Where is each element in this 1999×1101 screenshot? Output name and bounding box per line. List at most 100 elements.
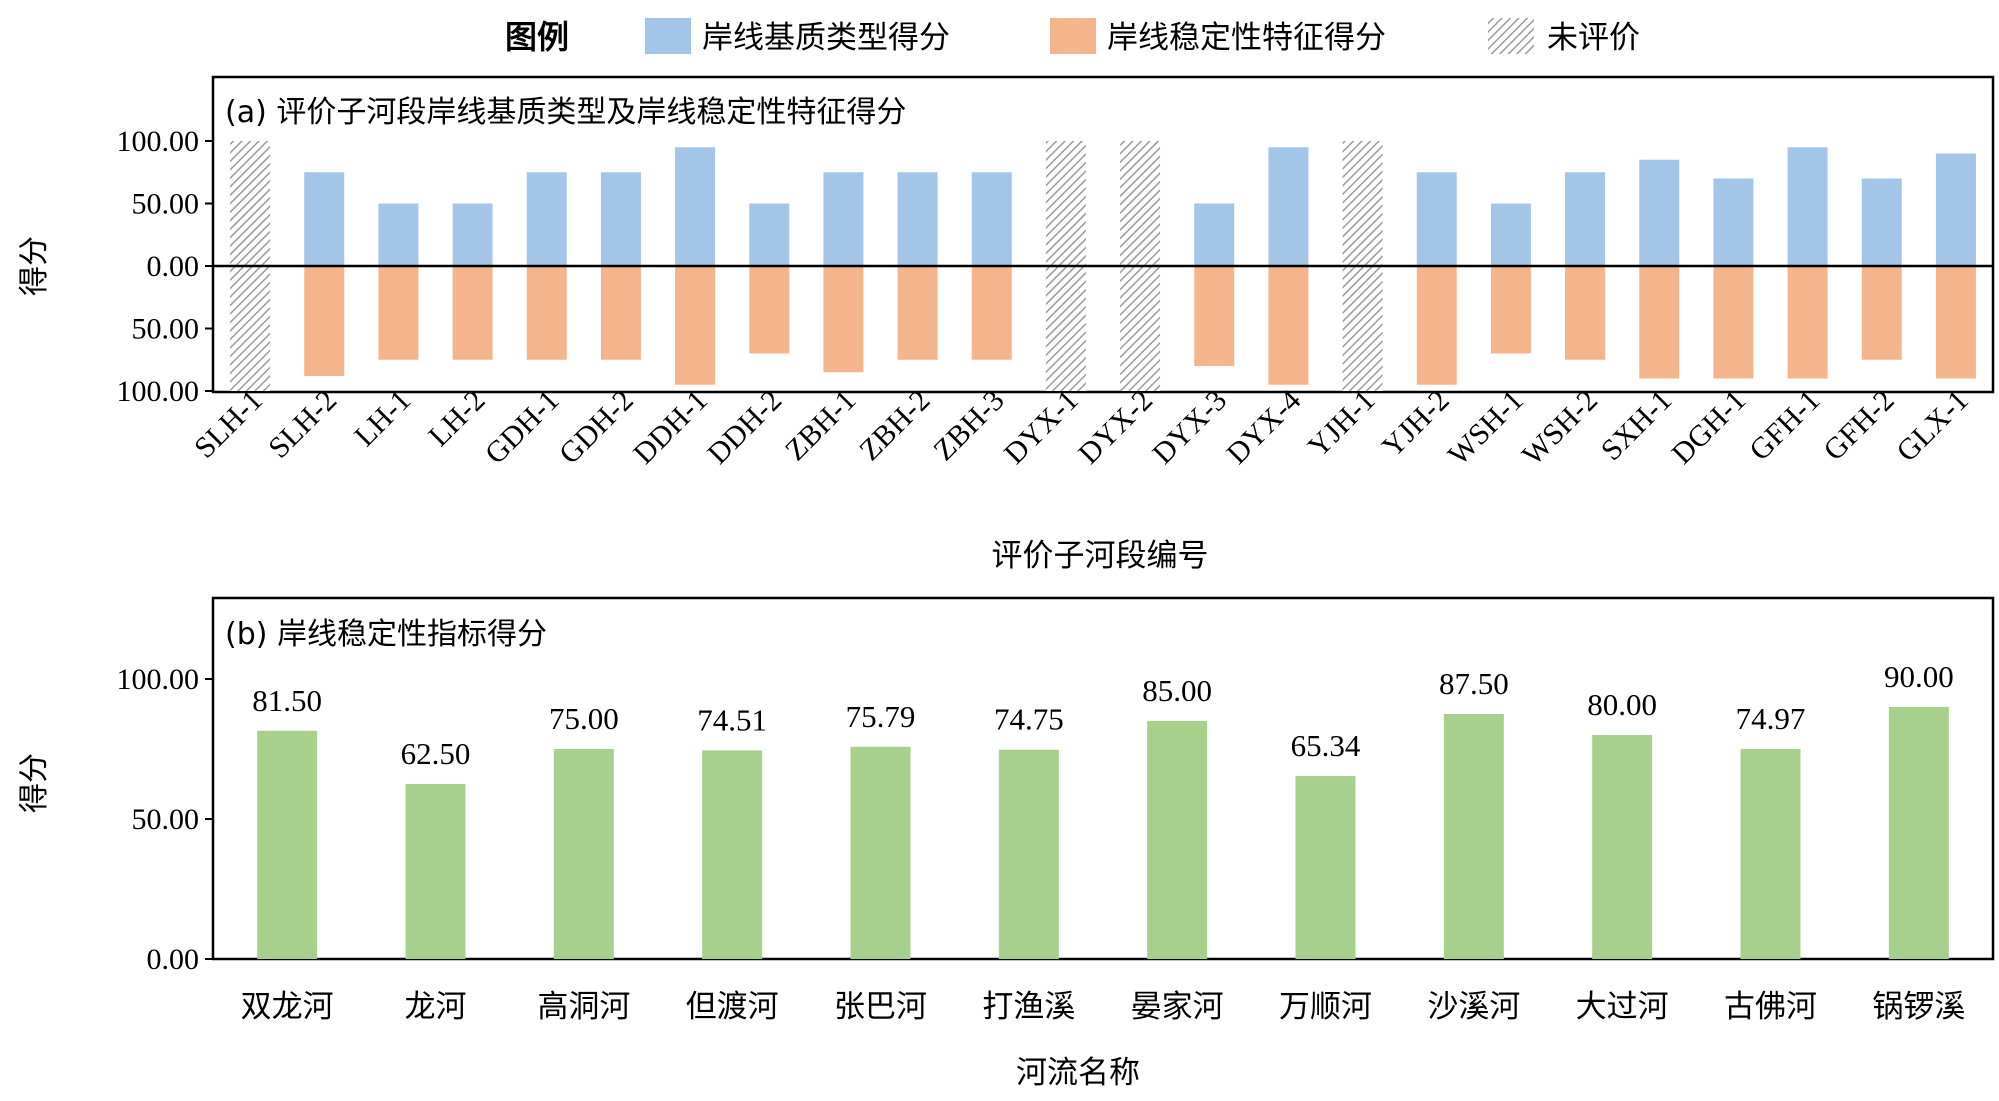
chart-a-bar-substrate (304, 172, 345, 266)
chart-b-xtick-label: 高洞河 (537, 989, 630, 1025)
chart-a-bar-stability (675, 266, 716, 385)
chart-b-xtick-label: 万顺河 (1279, 989, 1372, 1025)
chart-a-bar-substrate (749, 203, 790, 266)
chart-b-xtick-label: 双龙河 (241, 989, 334, 1025)
chart-a-bar-stability (823, 266, 864, 373)
legend-title: 图例 (505, 18, 569, 56)
chart-b: (b) 岸线稳定性指标得分 81.50 62.50 75.00 74.51 75.79 7… (17, 596, 1995, 1091)
chart-a-bar-stability (1639, 266, 1680, 379)
chart-b-bar (1740, 749, 1801, 959)
chart-a-bar-stability (1565, 266, 1606, 360)
chart-b-data-label: 65.34 (1291, 728, 1361, 763)
chart-b-data-label: 75.79 (846, 699, 916, 734)
chart-b-xtick-label: 但渡河 (686, 989, 779, 1025)
chart-a-xtick-label: GFH-1 (1743, 384, 1826, 467)
chart-a-title: (a) 评价子河段岸线基质类型及岸线稳定性特征得分 (225, 95, 906, 130)
chart-b-bar (405, 784, 466, 959)
chart-a-bar-stability (452, 266, 493, 360)
chart-a-xtick-label: GLX-1 (1890, 384, 1975, 469)
chart-a-bar-stability (1490, 266, 1531, 354)
chart-a-bar-stability (971, 266, 1012, 360)
chart-a-bar-substrate (1565, 172, 1606, 266)
chart-b-data-label: 74.97 (1736, 701, 1806, 736)
chart-a-xtick-label: DYX-1 (998, 384, 1085, 471)
legend-swatch-substrate (645, 18, 691, 54)
chart-a-bar-stability (749, 266, 790, 354)
chart-b-x-axis: 双龙河 龙河 高洞河 但渡河 张巴河 打渔溪 晏家河 万顺河 沙溪河 大过河 古佛河 锅锣溪 (241, 989, 1966, 1025)
chart-a-xtick-label: SLH-1 (188, 384, 269, 465)
chart-a-xtick-label: DGH-1 (1665, 384, 1752, 471)
chart-b-bars: 81.50 62.50 75.00 74.51 75.79 74.75 85.00 65.34… (252, 659, 1954, 959)
chart-b-ylabel: 得分 (17, 753, 52, 813)
chart-a-bar-substrate (600, 172, 641, 266)
chart-a-xtick-label: ZBH-2 (853, 384, 936, 467)
chart-a-bar-stability (1713, 266, 1754, 379)
chart-b-data-label: 80.00 (1587, 687, 1657, 722)
chart-a-bar-stability (1787, 266, 1828, 379)
legend-label-stability: 岸线稳定性特征得分 (1107, 20, 1386, 56)
chart-b-bar (998, 749, 1059, 959)
chart-b-bar (1443, 714, 1504, 959)
chart-a-frame (211, 75, 1995, 394)
chart-b-xtick-label: 大过河 (1576, 989, 1669, 1025)
chart-b-bar (257, 730, 318, 959)
chart-b-xtick-label: 打渔溪 (982, 989, 1075, 1025)
chart-a-bar-substrate (1268, 147, 1309, 266)
chart-a-xtick-label: ZBH-3 (927, 384, 1010, 467)
chart-b-xtick-label: 晏家河 (1131, 989, 1224, 1025)
chart-b-data-label: 74.75 (994, 702, 1064, 737)
chart-a-y-axis: 100.00 50.00 0.00 50.00 100.00 (117, 125, 213, 408)
chart-b-xtick-label: 龙河 (405, 989, 467, 1025)
chart-b-data-label: 90.00 (1884, 659, 1954, 694)
chart-b-data-label: 62.50 (401, 736, 471, 771)
chart-a-xtick-label: GFH-2 (1817, 384, 1900, 467)
chart-a-xtick-label: WSH-1 (1442, 384, 1530, 472)
chart-a-bar-substrate (378, 203, 419, 266)
chart-a: (a) 评价子河段岸线基质类型及岸线稳定性特征得分 100.00 50.00 0.0… (17, 75, 1995, 574)
chart-b-data-label: 85.00 (1142, 673, 1212, 708)
chart-a-xtick-label: SLH-2 (262, 384, 343, 465)
chart-a-xtick-label: LH-1 (348, 384, 417, 453)
chart-b-xtick-label: 锅锣溪 (1872, 989, 1965, 1025)
chart-a-ytick-label: 50.00 (132, 313, 200, 346)
chart-a-bar-substrate (1713, 178, 1754, 266)
chart-a-bar-substrate (971, 172, 1012, 266)
chart-a-ytick-label: 100.00 (117, 125, 200, 158)
chart-b-frame (211, 596, 1995, 961)
chart-a-xtick-label: DDH-1 (627, 384, 714, 471)
chart-a-xtick-label: DYX-2 (1072, 384, 1159, 471)
chart-a-xtick-label: SXH-1 (1595, 384, 1678, 467)
chart-a-bar-substrate (1194, 203, 1235, 266)
chart-b-data-label: 81.50 (252, 683, 322, 718)
chart-b-data-label: 87.50 (1439, 666, 1509, 701)
chart-a-ytick-label: 100.00 (117, 375, 200, 408)
chart-b-bar (850, 746, 911, 959)
chart-a-bar-substrate (1639, 159, 1680, 266)
chart-a-bar-substrate (452, 203, 493, 266)
chart-a-bar-stability (600, 266, 641, 360)
chart-a-ytick-label: 50.00 (132, 188, 200, 221)
chart-a-ytick-label: 0.00 (147, 250, 200, 283)
chart-a-bar-substrate (1490, 203, 1531, 266)
chart-a-xtick-label: WSH-2 (1516, 384, 1604, 472)
legend-swatch-stability (1050, 18, 1096, 54)
chart-a-xtick-label: GDH-1 (479, 384, 566, 471)
chart-a-xtick-label: DDH-2 (701, 384, 788, 471)
chart-a-bar-stability (1194, 266, 1235, 366)
chart-a-bar-stability (1268, 266, 1309, 385)
chart-b-bar (1295, 776, 1356, 959)
chart-a-xtick-label: GDH-2 (553, 384, 640, 471)
chart-b-xtick-label: 张巴河 (834, 989, 927, 1025)
chart-b-data-label: 74.51 (697, 702, 767, 737)
chart-b-bar (702, 750, 763, 959)
chart-a-bar-stability (1935, 266, 1976, 379)
chart-b-title: (b) 岸线稳定性指标得分 (225, 617, 547, 652)
chart-a-bar-substrate (1935, 153, 1976, 266)
legend-label-substrate: 岸线基质类型得分 (702, 20, 950, 56)
chart-a-bar-substrate (823, 172, 864, 266)
chart-a-xtick-label: DYX-4 (1220, 384, 1307, 471)
chart-a-bar-substrate (1787, 147, 1828, 266)
chart-b-bar (1147, 721, 1208, 959)
